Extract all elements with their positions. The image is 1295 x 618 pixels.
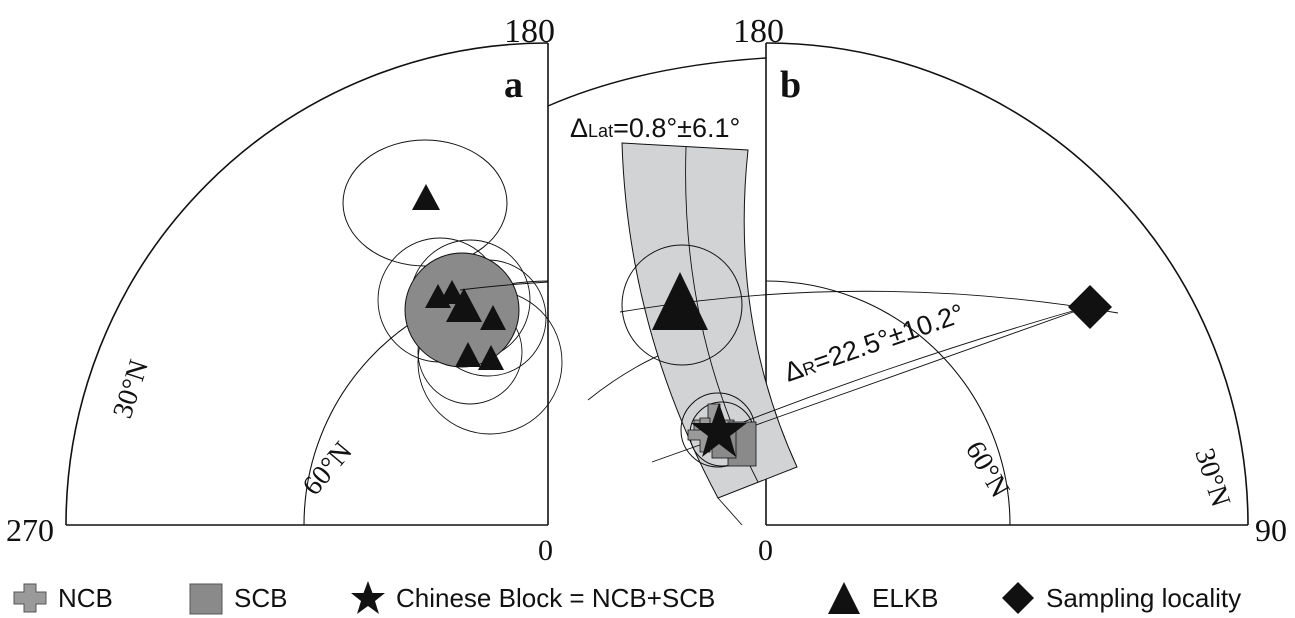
panel-b: b 180 90 0 30°N 60°N ΔLat=0.8°±6.1° ΔR=2…	[547, 13, 1287, 567]
cross-icon	[13, 583, 47, 613]
panel-b-60n-circle	[765, 280, 1011, 526]
latitude-band	[621, 142, 798, 499]
panel-b-left-arc	[547, 57, 767, 107]
legend-label: Sampling locality	[1046, 582, 1242, 613]
panel-a-label: a	[504, 64, 523, 106]
diamond-icon	[1002, 582, 1034, 614]
elkb-triangle	[478, 345, 504, 370]
panel-b-60n-label: 60°N	[959, 436, 1016, 503]
panel-a-connector-line	[459, 281, 549, 291]
panel-a-bottom-label: 0	[538, 534, 553, 567]
panel-b-label: b	[780, 64, 801, 106]
triangle-icon	[828, 582, 860, 614]
square-icon	[189, 583, 223, 615]
panel-a-top-label: 180	[504, 13, 555, 50]
panel-b-top-label: 180	[733, 13, 784, 50]
panel-a-outer-circle	[65, 42, 549, 526]
chinese-block-star	[691, 403, 747, 457]
projection-svg: a 180 270 0 30°N 60°N	[6, 13, 1287, 567]
elkb-triangle	[480, 305, 506, 330]
legend-item-chinese-block: Chinese Block = NCB+SCB	[350, 578, 715, 618]
elkb-triangle	[455, 342, 481, 367]
sampling-locality-diamond	[1068, 285, 1112, 329]
panel-b-right-label: 90	[1255, 512, 1287, 548]
legend: NCB SCB Chinese Block = NCB+SCB ELKB Sam…	[0, 578, 1295, 618]
legend-label: Chinese Block = NCB+SCB	[396, 582, 716, 613]
delta-lat-label: ΔLat=0.8°±6.1°	[570, 113, 740, 143]
star-diamond-line	[717, 305, 1091, 433]
panel-a: a 180 270 0 30°N 60°N	[6, 13, 563, 567]
legend-item-elkb: ELKB	[826, 578, 939, 618]
elkb-triangle	[446, 288, 482, 322]
panel-b-30n-label: 30°N	[1188, 445, 1236, 511]
panel-a-30n-label: 30°N	[107, 356, 155, 422]
legend-item-ncb: NCB	[12, 578, 113, 618]
band-lower-line	[717, 497, 743, 526]
legend-item-sampling-locality: Sampling locality	[1000, 578, 1241, 618]
panel-b-outer-circle	[765, 42, 1249, 526]
panel-a-left-label: 270	[6, 512, 54, 548]
panel-b-bottom-label: 0	[758, 534, 773, 567]
elkb-mean-circle	[621, 244, 743, 366]
elkb-triangle	[439, 280, 465, 304]
legend-label: NCB	[58, 582, 113, 613]
legend-item-scb: SCB	[188, 578, 287, 618]
elkb-triangle	[412, 184, 440, 210]
legend-label: SCB	[234, 582, 288, 613]
star-icon	[351, 581, 385, 614]
legend-label: ELKB	[872, 582, 939, 613]
elkb-mean-triangle	[652, 272, 708, 330]
